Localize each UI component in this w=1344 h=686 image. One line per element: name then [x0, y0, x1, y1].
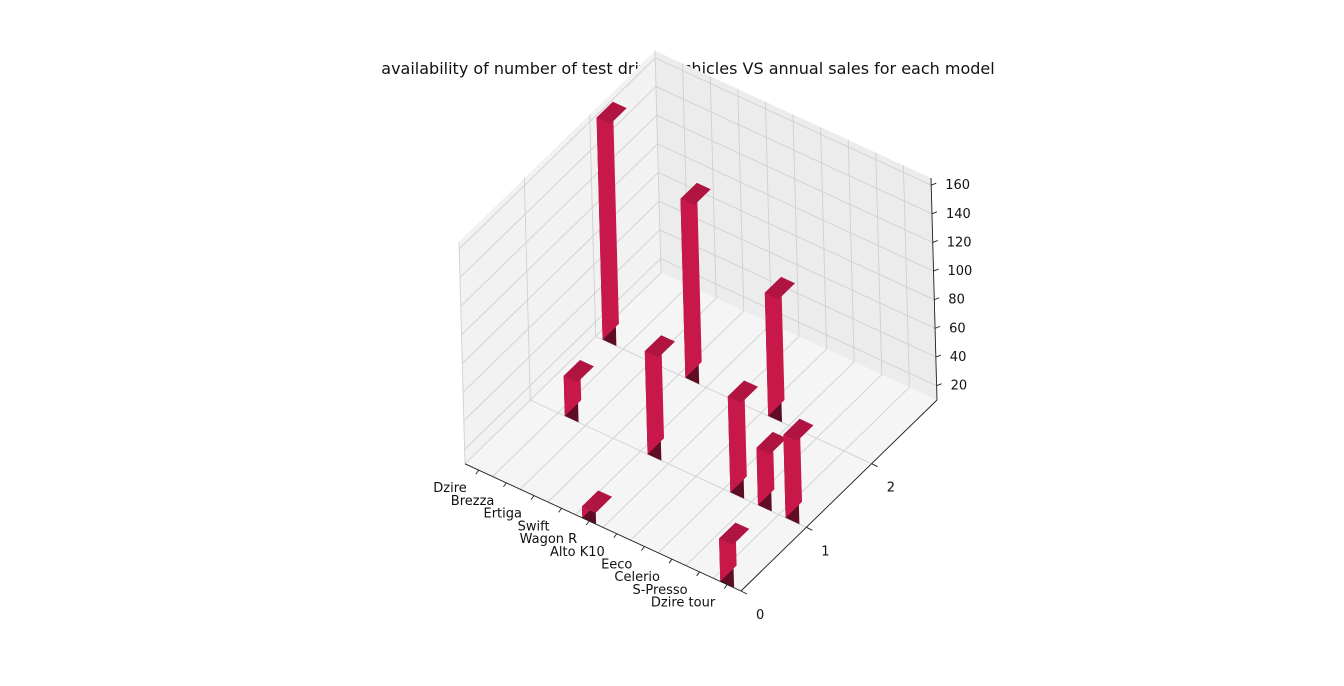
bar-front-face	[596, 101, 619, 340]
x-tick	[530, 495, 535, 500]
z-tick-label: 160	[945, 178, 970, 193]
bar-front-face	[727, 380, 747, 493]
bar-wagon-r	[582, 490, 613, 525]
bar-top-face	[563, 360, 594, 383]
z-tick	[935, 354, 942, 358]
axes-lines	[464, 177, 938, 592]
bar-brezza	[563, 360, 594, 423]
x-tick	[613, 533, 618, 539]
z-tick	[931, 211, 938, 215]
z-tick-label: 80	[948, 293, 965, 308]
bars-group	[563, 101, 814, 588]
z-grid-line	[459, 86, 933, 278]
bar-front-face	[783, 418, 802, 518]
x-tick	[696, 571, 700, 577]
z-grid-line	[463, 229, 936, 422]
bar-top-face	[756, 431, 787, 455]
z-axis-ticks: 20 40 60 80 100 120 140 160	[931, 178, 972, 394]
z-grid-line	[461, 171, 935, 364]
bar-wagon-r	[644, 335, 675, 461]
x-tick	[503, 482, 507, 488]
y-grid-line	[523, 178, 807, 528]
bar-top-face	[764, 276, 795, 300]
y-tick	[871, 463, 878, 468]
y-tick	[740, 590, 748, 595]
z-grid-line	[462, 200, 936, 393]
x-tick	[723, 584, 728, 589]
x-tick-label: Dzire tour	[651, 596, 716, 611]
z-tick-label: 20	[951, 379, 968, 394]
z-tick-label: 60	[949, 321, 966, 336]
bar-front-face	[764, 276, 785, 416]
x-tick-label: Swift	[518, 519, 550, 534]
bar-top-face	[727, 380, 758, 403]
x-tick-label: Brezza	[451, 494, 495, 509]
z-tick	[931, 182, 937, 186]
x-tick	[668, 558, 673, 564]
y-axis-line	[740, 399, 938, 592]
x-tick	[641, 546, 645, 551]
y-grid-line	[589, 114, 872, 465]
y-tick	[806, 526, 813, 531]
x-tick-label: Celerio	[614, 570, 660, 585]
bar-s-presso	[756, 431, 787, 512]
z-tick-label: 120	[947, 236, 972, 251]
z-tick	[934, 325, 941, 329]
z-tick	[932, 240, 938, 243]
bar-dzire-tour	[719, 522, 750, 588]
z-grid-line	[458, 57, 932, 250]
bar-dzire-tour	[783, 418, 814, 525]
bar-celerio	[727, 380, 758, 499]
bar-top-face	[596, 101, 627, 124]
bar-front-face	[680, 182, 702, 378]
bar-eeco	[764, 276, 795, 423]
z-axis-line	[930, 177, 938, 401]
x-tick-label: Wagon R	[520, 532, 578, 547]
bar-dzire	[596, 101, 627, 346]
z-grid-line	[461, 143, 934, 336]
y-tick-label: 1	[821, 544, 829, 559]
x-tick	[475, 469, 480, 475]
x-tick-label: Dzire	[433, 481, 467, 496]
z-grid-line	[460, 114, 933, 307]
x-tick-label: Alto K10	[550, 545, 605, 560]
x-tick-label: Ertiga	[484, 507, 523, 522]
bar-top-face	[644, 335, 675, 358]
z-tick-label: 140	[946, 207, 971, 222]
x-axis-line	[464, 463, 742, 592]
z-tick-label: 40	[950, 350, 967, 365]
bar-top-face	[783, 418, 814, 442]
bar-top-face	[582, 490, 613, 513]
x-tick-label: S-Presso	[632, 583, 687, 598]
y-tick-label: 2	[887, 481, 895, 496]
z-grid-line	[464, 257, 937, 450]
z-tick	[936, 383, 942, 387]
bar-top-face	[719, 522, 750, 545]
x-tick	[558, 508, 562, 513]
bar-swift	[680, 182, 711, 385]
bar-front-face	[644, 335, 664, 455]
z-tick-label: 100	[948, 264, 973, 279]
grid-lines	[458, 50, 938, 592]
y-tick-label: 0	[756, 608, 764, 623]
x-tick	[585, 520, 590, 526]
z-tick	[934, 297, 940, 301]
y-axis-ticks: 0 1 2	[740, 463, 895, 623]
x-tick-label: Eeco	[601, 558, 632, 573]
z-tick	[933, 268, 939, 272]
bar-top-face	[680, 182, 711, 206]
